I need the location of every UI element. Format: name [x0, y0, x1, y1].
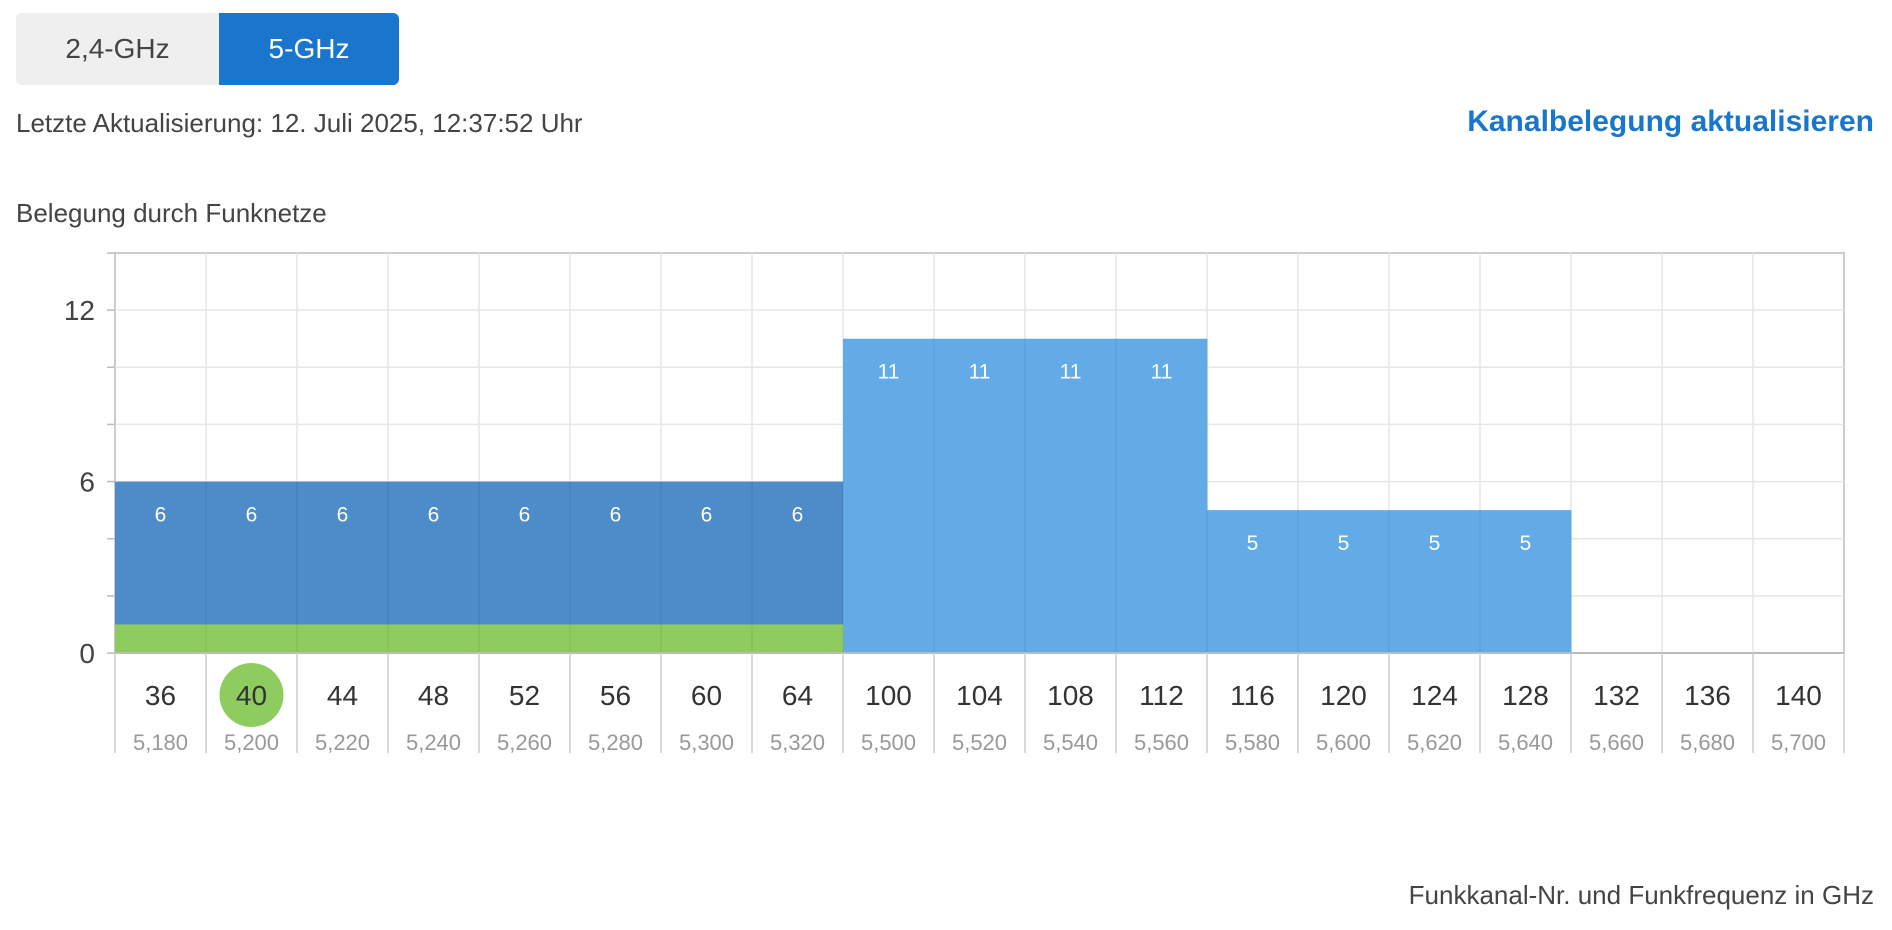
channel-label[interactable]: 48 [418, 680, 449, 711]
chart-heading: Belegung durch Funknetze [16, 198, 327, 228]
last-update-text: Letzte Aktualisierung: 12. Juli 2025, 12… [16, 108, 583, 138]
frequency-label: 5,660 [1589, 730, 1644, 755]
frequency-label: 5,180 [133, 730, 188, 755]
y-tick-label: 0 [79, 638, 95, 669]
frequency-label: 5,220 [315, 730, 370, 755]
bar-channel-112[interactable] [1116, 338, 1208, 653]
channel-usage-chart: 0 6 12 6 6 6 6 6 6 6 6 11 11 11 11 5 5 5 5 36 5,180 40 5,200 44… [64, 252, 1845, 755]
frequency-label: 5,540 [1043, 730, 1098, 755]
data-label: 6 [792, 504, 804, 527]
channel-label[interactable]: 116 [1230, 680, 1275, 711]
frequency-label: 5,640 [1498, 730, 1553, 755]
channel-label[interactable]: 60 [691, 680, 722, 711]
channel-label[interactable]: 124 [1411, 680, 1458, 711]
channel-label[interactable]: 136 [1684, 680, 1731, 711]
refresh-channel-link[interactable]: Kanalbelegung aktualisieren [1467, 105, 1874, 138]
own-network-bar [297, 624, 389, 653]
x-axis-caption: Funkkanal-Nr. und Funkfrequenz in GHz [1408, 880, 1874, 910]
channel-label[interactable]: 52 [509, 680, 540, 711]
channel-label[interactable]: 44 [327, 680, 358, 711]
frequency-label: 5,280 [588, 730, 643, 755]
bar-channel-128[interactable] [1480, 510, 1572, 653]
data-label: 6 [337, 504, 349, 527]
bar-channel-116[interactable] [1207, 510, 1299, 653]
channel-label[interactable]: 100 [865, 680, 912, 711]
data-label: 11 [969, 361, 991, 384]
channel-label[interactable]: 112 [1139, 680, 1184, 711]
own-network-bar [479, 624, 571, 653]
frequency-label: 5,620 [1407, 730, 1462, 755]
own-network-bar [206, 624, 298, 653]
frequency-label: 5,560 [1134, 730, 1189, 755]
channel-label[interactable]: 56 [600, 680, 631, 711]
frequency-label: 5,680 [1680, 730, 1735, 755]
bar-channel-108[interactable] [1025, 338, 1117, 653]
bar-channel-104[interactable] [934, 338, 1026, 653]
data-label: 5 [1338, 532, 1350, 555]
data-label: 11 [1151, 361, 1173, 384]
frequency-label: 5,240 [406, 730, 461, 755]
tab-2-4-ghz[interactable]: 2,4-GHz [16, 13, 219, 85]
frequency-label: 5,300 [679, 730, 734, 755]
selected-channel-marker [219, 663, 284, 727]
channel-label[interactable]: 64 [782, 680, 813, 711]
channel-label[interactable]: 104 [956, 680, 1003, 711]
own-network-bar [115, 624, 207, 653]
channel-label[interactable]: 108 [1047, 680, 1094, 711]
bar-channel-120[interactable] [1298, 510, 1390, 653]
data-label: 11 [878, 361, 900, 384]
channel-label[interactable]: 132 [1593, 680, 1640, 711]
data-label: 5 [1247, 532, 1259, 555]
data-label: 6 [610, 504, 622, 527]
own-network-bar [661, 624, 753, 653]
y-tick-label: 12 [64, 295, 95, 326]
frequency-label: 5,320 [770, 730, 825, 755]
data-label: 11 [1060, 361, 1082, 384]
tab-5-ghz[interactable]: 5-GHz [219, 13, 399, 85]
frequency-label: 5,520 [952, 730, 1007, 755]
data-label: 5 [1429, 532, 1441, 555]
data-label: 6 [155, 504, 167, 527]
frequency-label: 5,700 [1771, 730, 1826, 755]
data-label: 6 [428, 504, 440, 527]
channel-label[interactable]: 140 [1775, 680, 1822, 711]
own-network-bar [752, 624, 844, 653]
channel-label[interactable]: 40 [236, 680, 267, 711]
channel-label[interactable]: 128 [1502, 680, 1549, 711]
data-label: 6 [519, 504, 531, 527]
data-label: 5 [1520, 532, 1532, 555]
data-label: 6 [246, 504, 258, 527]
band-tabs: 2,4-GHz 5-GHz [16, 13, 399, 85]
data-label: 6 [701, 504, 713, 527]
channel-label[interactable]: 120 [1320, 680, 1367, 711]
y-tick-label: 6 [79, 467, 95, 498]
own-network-bar [388, 624, 480, 653]
frequency-label: 5,200 [224, 730, 279, 755]
channel-label[interactable]: 36 [145, 680, 176, 711]
own-network-bar [570, 624, 662, 653]
bar-channel-124[interactable] [1389, 510, 1481, 653]
frequency-label: 5,580 [1225, 730, 1280, 755]
frequency-label: 5,600 [1316, 730, 1371, 755]
frequency-label: 5,500 [861, 730, 916, 755]
bar-channel-100[interactable] [843, 338, 935, 653]
frequency-label: 5,260 [497, 730, 552, 755]
